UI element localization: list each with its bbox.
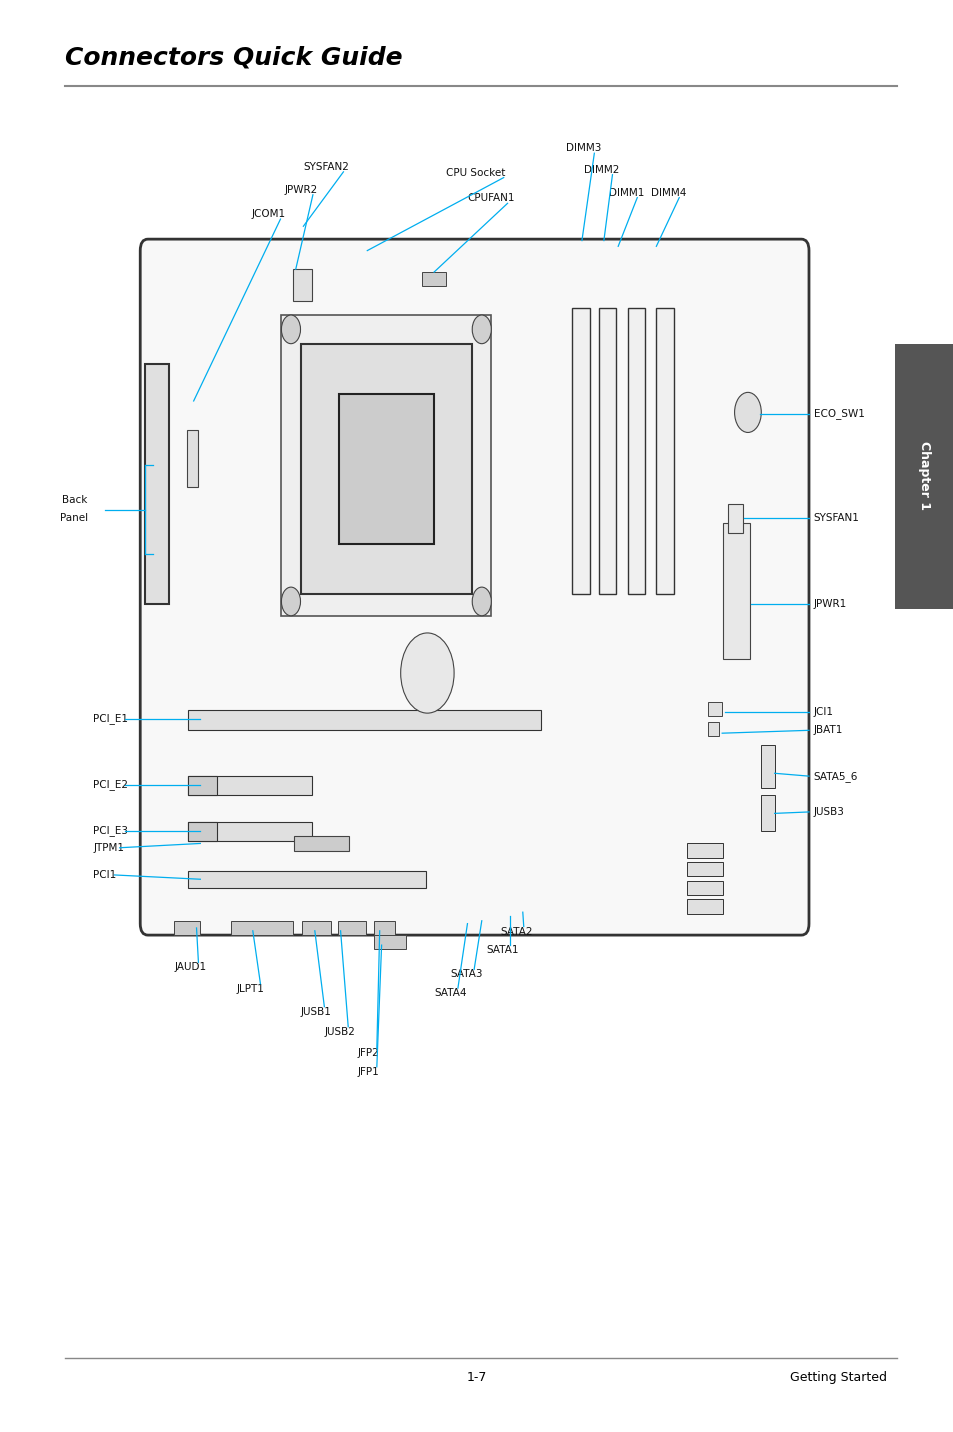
Text: 1-7: 1-7 (466, 1370, 487, 1385)
Text: SATA1: SATA1 (486, 945, 518, 955)
Text: JCI1: JCI1 (813, 707, 833, 716)
Text: DIMM4: DIMM4 (650, 188, 685, 198)
Text: SATA5_6: SATA5_6 (813, 770, 858, 782)
Text: JTPM1: JTPM1 (93, 843, 124, 852)
Bar (421, 272, 445, 286)
Bar (293, 269, 312, 301)
Bar (686, 843, 722, 858)
Text: Connectors Quick Guide: Connectors Quick Guide (65, 46, 402, 69)
Bar (656, 308, 673, 594)
Text: ECO_SW1: ECO_SW1 (813, 408, 863, 420)
Text: JPWR1: JPWR1 (813, 600, 846, 609)
Circle shape (472, 587, 491, 616)
Text: SYSFAN2: SYSFAN2 (303, 162, 349, 172)
Bar (686, 899, 722, 914)
Bar (173, 921, 200, 935)
Text: CPUFAN1: CPUFAN1 (467, 193, 515, 203)
FancyBboxPatch shape (140, 239, 808, 935)
Bar (727, 504, 742, 533)
Text: JUSB2: JUSB2 (324, 1027, 355, 1037)
Text: PCI_E2: PCI_E2 (93, 779, 129, 790)
Text: DIMM2: DIMM2 (583, 165, 618, 175)
Text: SATA4: SATA4 (434, 988, 466, 998)
Circle shape (400, 633, 454, 713)
Bar (187, 430, 198, 487)
Text: CPU Socket: CPU Socket (446, 168, 505, 178)
Bar (188, 776, 312, 795)
Circle shape (281, 587, 300, 616)
Bar (294, 836, 349, 851)
Text: Back: Back (62, 495, 87, 504)
Bar (338, 394, 434, 544)
Bar (707, 722, 719, 736)
Bar (300, 344, 472, 594)
Text: JPWR2: JPWR2 (284, 185, 317, 195)
Bar (231, 921, 293, 935)
Text: JUSB1: JUSB1 (300, 1007, 331, 1017)
Text: SYSFAN1: SYSFAN1 (813, 514, 859, 523)
Text: DIMM1: DIMM1 (608, 188, 643, 198)
Text: PCI1: PCI1 (93, 871, 116, 879)
Text: PCI_E3: PCI_E3 (93, 825, 129, 836)
Text: SATA2: SATA2 (499, 927, 532, 937)
Bar (686, 881, 722, 895)
Bar (722, 523, 749, 659)
Bar (188, 822, 216, 841)
Bar (707, 702, 721, 716)
Bar (572, 308, 589, 594)
Text: Getting Started: Getting Started (789, 1370, 886, 1385)
Text: Panel: Panel (60, 514, 89, 523)
Text: JLPT1: JLPT1 (236, 984, 264, 994)
Text: JCOM1: JCOM1 (252, 209, 286, 219)
Text: JFP2: JFP2 (357, 1048, 379, 1058)
Text: JAUD1: JAUD1 (174, 962, 207, 972)
FancyBboxPatch shape (894, 344, 953, 609)
Bar (281, 315, 491, 616)
Text: SATA3: SATA3 (450, 969, 482, 979)
Bar (374, 935, 406, 949)
Bar (188, 776, 216, 795)
Text: JFP1: JFP1 (357, 1067, 379, 1077)
Bar (760, 795, 774, 831)
Text: PCI_E1: PCI_E1 (93, 713, 129, 725)
Text: JUSB3: JUSB3 (813, 808, 843, 816)
Bar (598, 308, 616, 594)
Bar (188, 871, 426, 888)
Bar (188, 710, 540, 730)
Circle shape (472, 315, 491, 344)
Circle shape (734, 392, 760, 432)
Text: DIMM3: DIMM3 (565, 143, 600, 153)
Text: Chapter 1: Chapter 1 (917, 441, 930, 510)
Bar (686, 862, 722, 876)
Text: JBAT1: JBAT1 (813, 726, 842, 735)
Circle shape (281, 315, 300, 344)
Bar (302, 921, 331, 935)
Bar (337, 921, 366, 935)
FancyBboxPatch shape (145, 364, 169, 604)
Bar (627, 308, 644, 594)
Bar (374, 921, 395, 935)
Bar (188, 822, 312, 841)
Bar (760, 745, 774, 788)
